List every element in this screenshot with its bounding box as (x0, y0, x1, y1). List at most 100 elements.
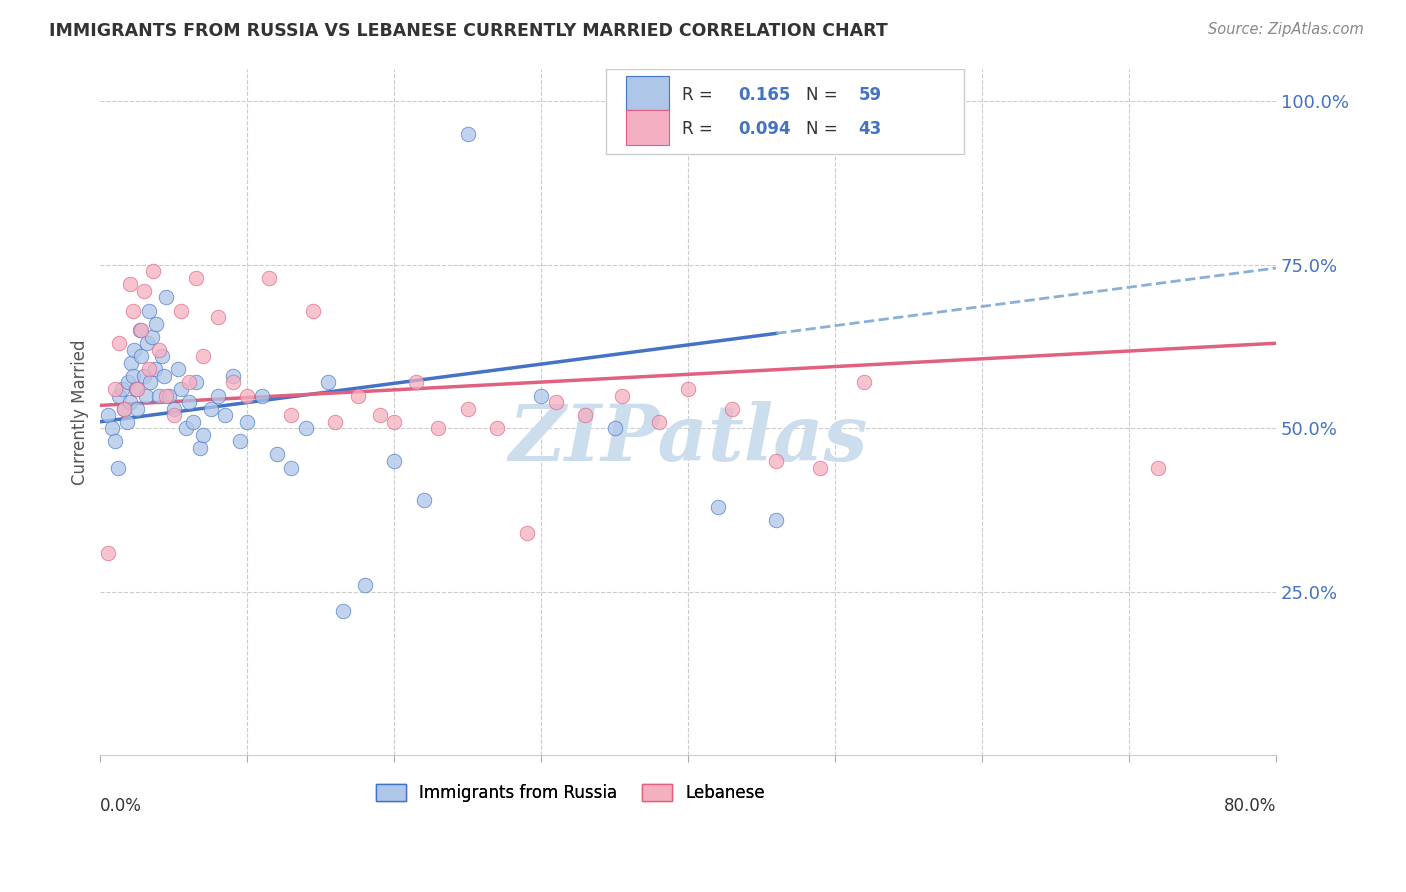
Point (118, 277, 141, 292)
Text: R =: R = (682, 120, 718, 138)
Text: 80.0%: 80.0% (1223, 797, 1277, 814)
Point (382, 415, 405, 429)
Point (457, 401, 479, 416)
Text: N =: N = (806, 86, 842, 103)
Point (207, 310, 229, 324)
Point (250, 388, 273, 402)
Point (157, 388, 180, 402)
Point (104, 434, 127, 449)
Point (648, 415, 671, 429)
Point (139, 376, 162, 390)
Point (853, 376, 876, 390)
Point (302, 303, 325, 318)
Point (515, 525, 537, 540)
Text: R =: R = (682, 86, 718, 103)
Text: 0.165: 0.165 (738, 86, 792, 103)
Point (136, 336, 159, 351)
Point (170, 382, 193, 396)
Point (332, 604, 354, 618)
Point (121, 303, 143, 318)
FancyBboxPatch shape (626, 76, 669, 111)
Point (117, 376, 139, 390)
Point (107, 460, 129, 475)
Point (405, 376, 427, 390)
Point (721, 401, 744, 416)
Point (200, 401, 222, 416)
Point (131, 323, 153, 337)
Point (134, 284, 156, 298)
Point (810, 460, 832, 475)
Point (316, 376, 339, 390)
Point (120, 356, 142, 370)
Point (121, 368, 143, 383)
Text: 0.094: 0.094 (738, 120, 792, 138)
Point (101, 421, 124, 435)
Text: ZIPatlas: ZIPatlas (509, 401, 868, 477)
Point (142, 264, 165, 278)
Point (167, 362, 190, 376)
Point (163, 408, 186, 422)
Point (138, 303, 160, 318)
Text: 43: 43 (859, 120, 882, 138)
Point (706, 500, 728, 514)
Point (193, 349, 215, 363)
Point (457, 127, 479, 141)
Point (138, 362, 160, 376)
Point (108, 388, 131, 402)
Point (108, 336, 131, 351)
FancyBboxPatch shape (626, 111, 669, 145)
Point (104, 382, 127, 396)
Point (266, 447, 288, 461)
Point (163, 401, 186, 416)
Text: 0.0%: 0.0% (100, 797, 142, 814)
Point (354, 578, 377, 592)
Point (221, 368, 243, 383)
Point (295, 421, 318, 435)
Point (127, 401, 149, 416)
Point (236, 388, 259, 402)
Text: IMMIGRANTS FROM RUSSIA VS LEBANESE CURRENTLY MARRIED CORRELATION CHART: IMMIGRANTS FROM RUSSIA VS LEBANESE CURRE… (49, 22, 889, 40)
Text: N =: N = (806, 120, 842, 138)
Point (765, 513, 787, 527)
Point (765, 454, 787, 468)
Point (141, 329, 163, 343)
Point (118, 395, 141, 409)
Point (530, 388, 553, 402)
Point (111, 382, 134, 396)
Point (97, 408, 120, 422)
Point (150, 349, 173, 363)
Text: Source: ZipAtlas.com: Source: ZipAtlas.com (1208, 22, 1364, 37)
Point (115, 415, 138, 429)
Point (129, 323, 152, 337)
Point (131, 349, 153, 363)
Point (177, 395, 200, 409)
Point (574, 408, 596, 422)
FancyBboxPatch shape (606, 69, 965, 154)
Point (280, 460, 302, 475)
Point (152, 368, 174, 383)
Point (603, 421, 626, 435)
Point (97, 545, 120, 559)
Point (676, 382, 699, 396)
Point (280, 408, 302, 422)
Point (181, 415, 204, 429)
Point (214, 408, 236, 422)
Point (155, 388, 177, 402)
Point (148, 343, 170, 357)
Y-axis label: Currently Married: Currently Married (72, 339, 89, 484)
Point (346, 388, 368, 402)
Point (188, 441, 211, 455)
Point (1147, 460, 1170, 475)
Point (229, 434, 252, 449)
Point (127, 382, 149, 396)
Point (135, 388, 157, 402)
Point (134, 368, 156, 383)
Point (486, 421, 509, 435)
Point (236, 415, 259, 429)
Point (610, 388, 633, 402)
Point (143, 362, 166, 376)
Point (124, 382, 146, 396)
Point (259, 270, 281, 285)
Point (155, 290, 177, 304)
Point (177, 376, 200, 390)
